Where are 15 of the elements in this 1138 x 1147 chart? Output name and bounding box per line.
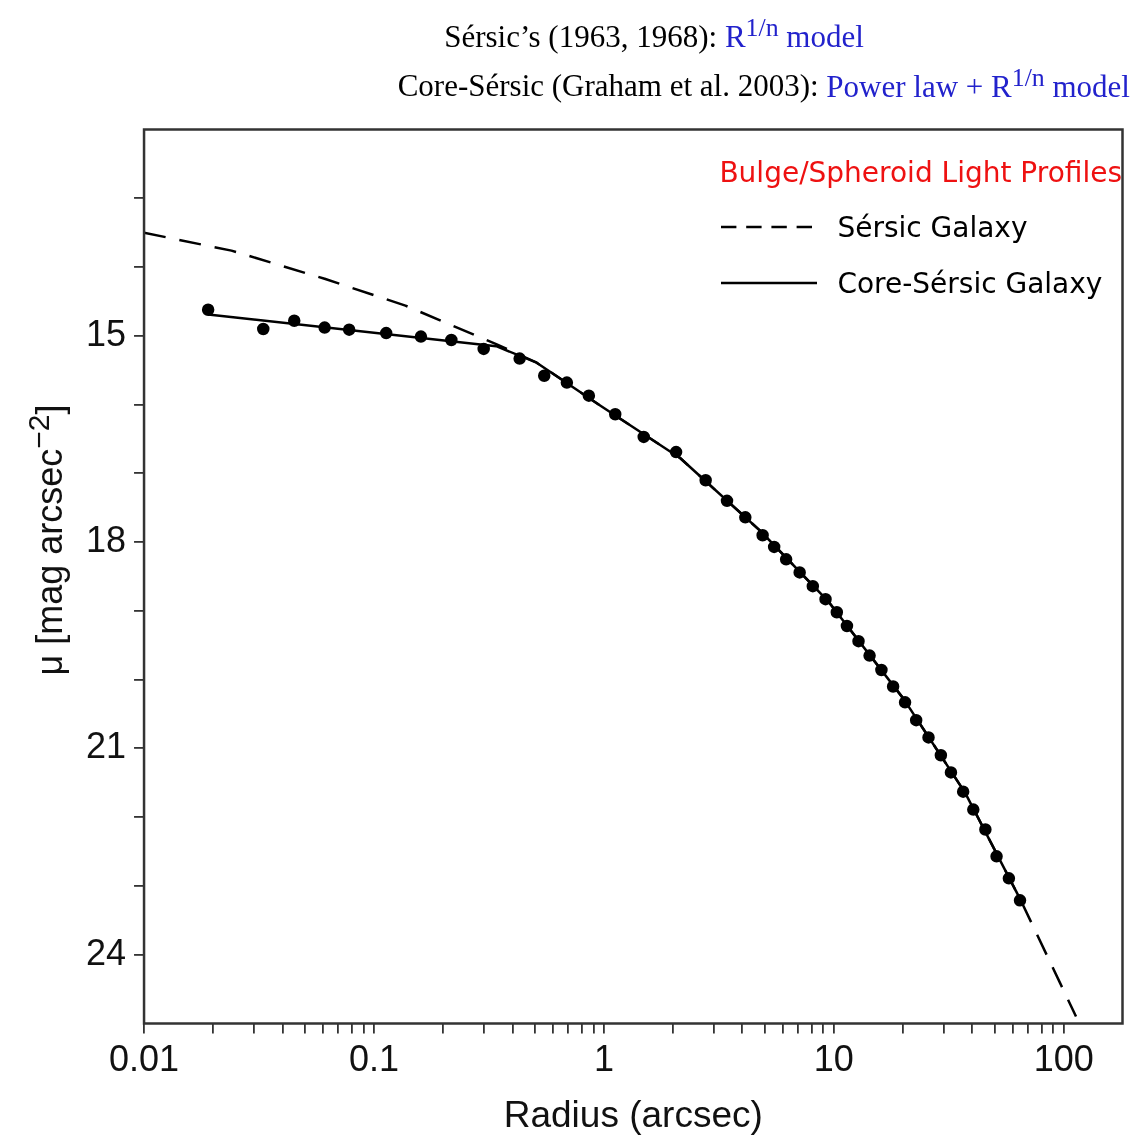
legend-label: Sérsic Galaxy (837, 210, 1028, 244)
x-axis-title: Radius (arcsec) (503, 1094, 763, 1135)
legend-label: Core-Sérsic Galaxy (837, 266, 1103, 300)
chart-title: Sérsic’s (1963, 1968): R$^{1/n}$ model (444, 13, 864, 55)
x-tick-label: 1 (593, 1037, 614, 1079)
y-tick-label: 15 (86, 312, 127, 354)
x-tick-label: 0.01 (109, 1037, 180, 1079)
y-tick-label: 24 (86, 931, 127, 973)
chart-subtitle: Core-Sérsic (Graham et al. 2003): Power law + R$^{1/n}$ model (397, 62, 1130, 104)
x-tick-label: 100 (1033, 1037, 1094, 1079)
y-tick-label: 21 (86, 725, 127, 767)
legend-title: Bulge/Spheroid Light Profiles (719, 156, 1122, 189)
x-tick-label: 0.1 (348, 1037, 400, 1079)
y-tick-label: 18 (86, 519, 127, 561)
x-tick-label: 10 (813, 1037, 854, 1079)
